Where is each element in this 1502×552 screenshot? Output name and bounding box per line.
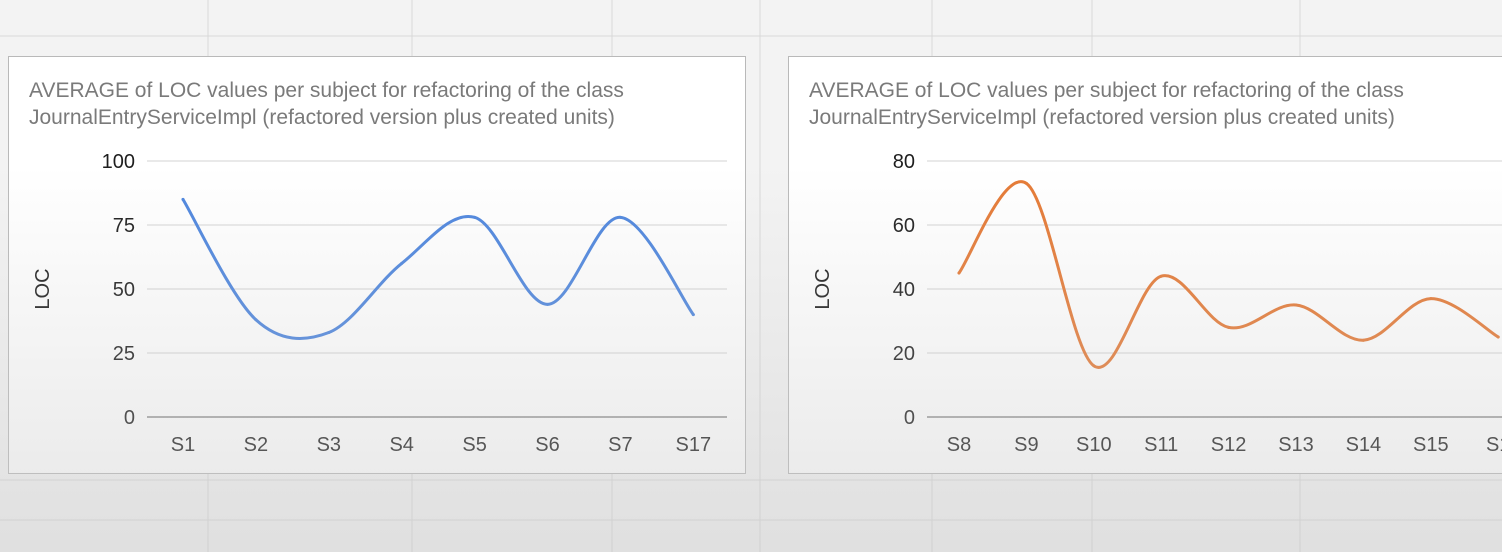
y-tick-label: 40 — [893, 279, 915, 301]
data-point — [473, 215, 477, 219]
data-point — [1227, 325, 1231, 329]
x-tick-label: S15 — [1413, 434, 1449, 456]
y-tick-label: 25 — [113, 343, 135, 365]
data-point — [1294, 303, 1298, 307]
x-tick-label: S2 — [244, 434, 268, 456]
y-axis-title: LOC — [32, 268, 54, 309]
chart-panel-right[interactable]: AVERAGE of LOC values per subject for re… — [788, 56, 1502, 474]
x-tick-label: S7 — [608, 434, 632, 456]
x-tick-label: S10 — [1076, 434, 1112, 456]
y-tick-label: 75 — [113, 215, 135, 237]
x-tick-label: S12 — [1211, 434, 1247, 456]
series-line — [957, 180, 1500, 369]
chart-title-right: AVERAGE of LOC values per subject for re… — [809, 79, 1404, 129]
data-point — [254, 318, 258, 322]
x-tick-label: S1 — [171, 434, 195, 456]
data-point — [618, 215, 622, 219]
x-tick-label: S14 — [1346, 434, 1382, 456]
data-point — [546, 302, 549, 306]
data-point — [1496, 335, 1500, 339]
line-chart-left: 0 25 50 75 100 S1 S2 S3 S4 S5 S6 S7 S17 LOC — [32, 151, 727, 456]
y-axis-title: LOC — [812, 268, 834, 309]
y-tick-label: 100 — [102, 151, 135, 173]
x-tick-label: S9 — [1014, 434, 1038, 456]
x-tick-label: S8 — [947, 434, 971, 456]
line-chart-right: 0 20 40 60 80 S8 S9 S10 S11 S12 S13 S14 S15 S1 LOC — [812, 151, 1502, 456]
data-point — [957, 271, 961, 275]
chart-panel-left[interactable]: AVERAGE of LOC values per subject for re… — [8, 56, 746, 474]
y-tick-label: 80 — [893, 151, 915, 173]
x-tick-label: S5 — [462, 434, 486, 456]
y-tick-label: 0 — [904, 407, 915, 429]
data-point — [181, 197, 185, 201]
y-tick-label: 60 — [893, 215, 915, 237]
y-tick-label: 20 — [893, 343, 915, 365]
x-tick-label: S17 — [676, 434, 712, 456]
y-tick-label: 50 — [113, 279, 135, 301]
data-point — [1092, 364, 1096, 368]
data-point — [691, 313, 695, 317]
data-point — [327, 331, 331, 335]
x-tick-label: S13 — [1278, 434, 1314, 456]
y-tick-label: 0 — [124, 407, 135, 429]
chart-title-left: AVERAGE of LOC values per subject for re… — [29, 79, 624, 129]
x-tick-label: S1 — [1486, 434, 1502, 456]
x-tick-label: S6 — [535, 434, 559, 456]
data-point — [1429, 297, 1433, 301]
x-tick-label: S11 — [1144, 434, 1178, 456]
data-point — [1159, 274, 1163, 278]
x-tick-label: S3 — [317, 434, 341, 456]
data-point — [400, 261, 404, 265]
data-point — [1361, 338, 1365, 342]
series-line — [181, 197, 695, 340]
x-tick-label: S4 — [389, 434, 413, 456]
data-point — [1024, 181, 1028, 185]
